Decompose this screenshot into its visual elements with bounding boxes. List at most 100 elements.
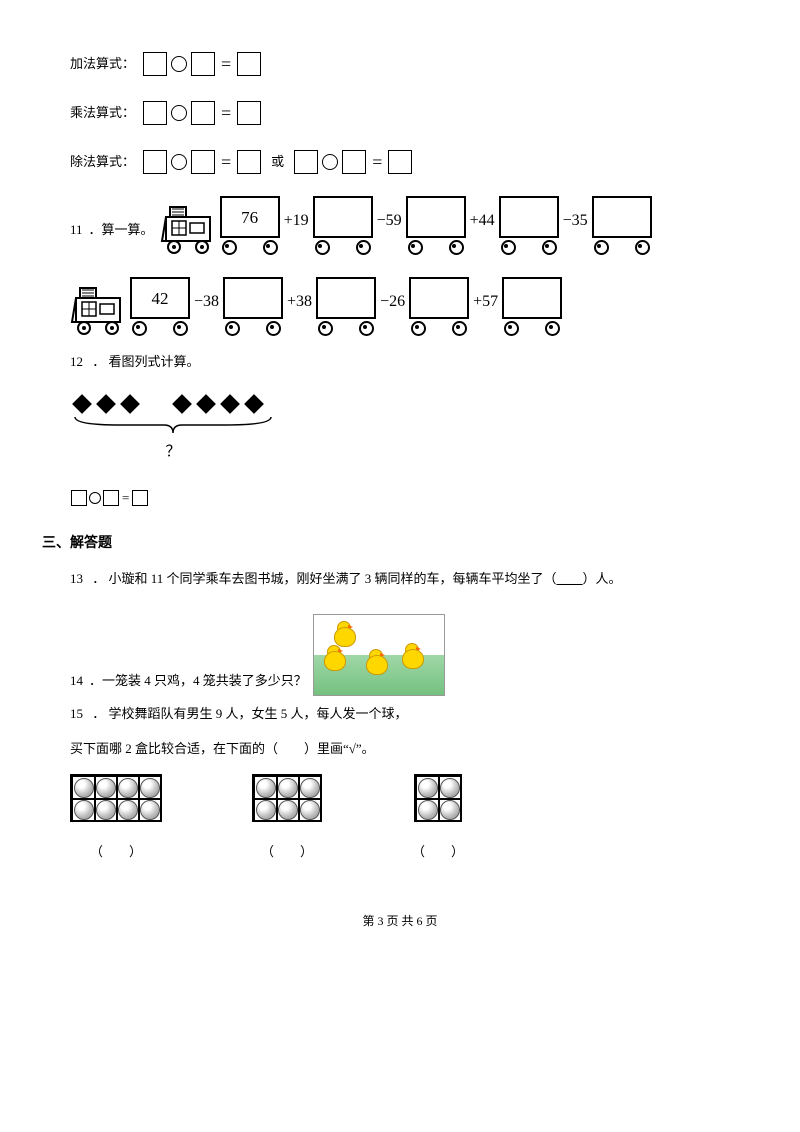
addition-equation-row: 加法算式： = (70, 50, 730, 79)
operand-box (294, 150, 318, 174)
equals-sign: = (221, 99, 231, 128)
car-empty (592, 196, 652, 238)
q12-expression: = (70, 488, 730, 509)
car-value: 42 (130, 277, 190, 319)
chicks-image (313, 614, 445, 696)
ball-boxes: （ ） （ ） （ ） (70, 774, 730, 863)
train-car (592, 196, 652, 255)
train-op: +19 (284, 208, 309, 234)
car-empty (406, 196, 466, 238)
diamond-icon (196, 394, 216, 414)
train-car (223, 277, 283, 336)
operand-box (143, 52, 167, 76)
operand-box (342, 150, 366, 174)
train-op: −38 (194, 289, 219, 315)
or-text: 或 (271, 152, 284, 173)
car-empty (316, 277, 376, 319)
equals-sign: = (221, 50, 231, 79)
operand-box (143, 101, 167, 125)
q-dot: ． (89, 220, 102, 241)
question-14: 14 ． 一笼装 4 只鸡，4 笼共装了多少只？ (70, 614, 730, 692)
diamond-icon (244, 394, 264, 414)
q-dot: ． (92, 706, 105, 721)
train-car (406, 196, 466, 255)
q-number: 15 (70, 706, 83, 721)
operand-box (71, 490, 87, 506)
operator-circle (322, 154, 338, 170)
q-text: 小璇和 11 个同学乘车去图书城，刚好坐满了 3 辆同样的车，每辆车平均坐了（ (109, 571, 557, 586)
q-text: 算一算。 (102, 220, 154, 241)
train-op: −35 (563, 208, 588, 234)
train-car (502, 277, 562, 336)
train-car: 76 (220, 196, 280, 255)
train-op: −26 (380, 289, 405, 315)
car-empty (502, 277, 562, 319)
division-equation-row: 除法算式： = 或 = (70, 148, 730, 177)
question-13: 13 ． 小璇和 11 个同学乘车去图书城，刚好坐满了 3 辆同样的车，每辆车平… (70, 569, 730, 590)
train-op: +38 (287, 289, 312, 315)
question-12: 12 ． 看图列式计算。 (70, 352, 730, 373)
q-text-2: ）人。 (583, 571, 622, 586)
diamond-diagram: ？ (70, 397, 276, 464)
locomotive-icon (70, 278, 130, 336)
train-op: +44 (470, 208, 495, 234)
mul-label: 乘法算式： (70, 103, 135, 124)
train-2: 42 −38 +38 −26 +57 (70, 277, 730, 336)
page-footer: 第 3 页 共 6 页 (70, 912, 730, 931)
car-empty (499, 196, 559, 238)
q-dot: ． (92, 571, 105, 586)
diamond-icon (220, 394, 240, 414)
train-car (409, 277, 469, 336)
ball-box-3: （ ） (412, 774, 464, 863)
car-value: 76 (220, 196, 280, 238)
paren-2: （ ） (261, 842, 313, 863)
operand-box (191, 52, 215, 76)
operator-circle (171, 56, 187, 72)
equals-sign: = (372, 148, 382, 177)
diamond-icon (172, 394, 192, 414)
q-number: 11 (70, 220, 83, 241)
car-empty (313, 196, 373, 238)
q-text: 学校舞蹈队有男生 9 人，女生 5 人，每人发一个球， (109, 706, 408, 721)
car-empty (409, 277, 469, 319)
paren-3: （ ） (412, 842, 464, 863)
train-car (316, 277, 376, 336)
div-label: 除法算式： (70, 152, 135, 173)
locomotive-icon (160, 197, 220, 255)
ball-box-1: （ ） (70, 774, 162, 863)
equals-sign: = (221, 148, 231, 177)
train-op: −59 (377, 208, 402, 234)
ball-box-2: （ ） (252, 774, 322, 863)
q15-line2: 买下面哪 2 盒比较合适，在下面的（ ）里画“√”。 (70, 739, 730, 760)
q-text: 看图列式计算。 (109, 354, 200, 369)
section-3-title: 三、解答题 (42, 533, 730, 555)
question-11: 11 ． 算一算。 76 +19 −59 (70, 196, 730, 265)
q-text: 一笼装 4 只鸡，4 笼共装了多少只？ (102, 671, 307, 692)
diamond-icon (120, 394, 140, 414)
operand-box (191, 101, 215, 125)
operand-box (103, 490, 119, 506)
operand-box (143, 150, 167, 174)
result-box (237, 101, 261, 125)
q-number: 12 (70, 354, 83, 369)
operator-circle (171, 154, 187, 170)
train-car (499, 196, 559, 255)
train-op: +57 (473, 289, 498, 315)
paren-1: （ ） (90, 842, 142, 863)
operand-box (191, 150, 215, 174)
q-number: 13 (70, 571, 83, 586)
train-1: 76 +19 −59 +44 −35 (160, 196, 652, 255)
q-dot: ． (92, 354, 105, 369)
diamond-icon (96, 394, 116, 414)
operator-circle (89, 492, 101, 504)
diamond-icon (72, 394, 92, 414)
train-car (313, 196, 373, 255)
train-car: 42 (130, 277, 190, 336)
result-box (237, 150, 261, 174)
question-mark: ？ (70, 440, 276, 464)
multiplication-equation-row: 乘法算式： = (70, 99, 730, 128)
result-box (132, 490, 148, 506)
equals-sign: = (122, 488, 129, 509)
blank: ____ (557, 571, 583, 586)
operator-circle (171, 105, 187, 121)
